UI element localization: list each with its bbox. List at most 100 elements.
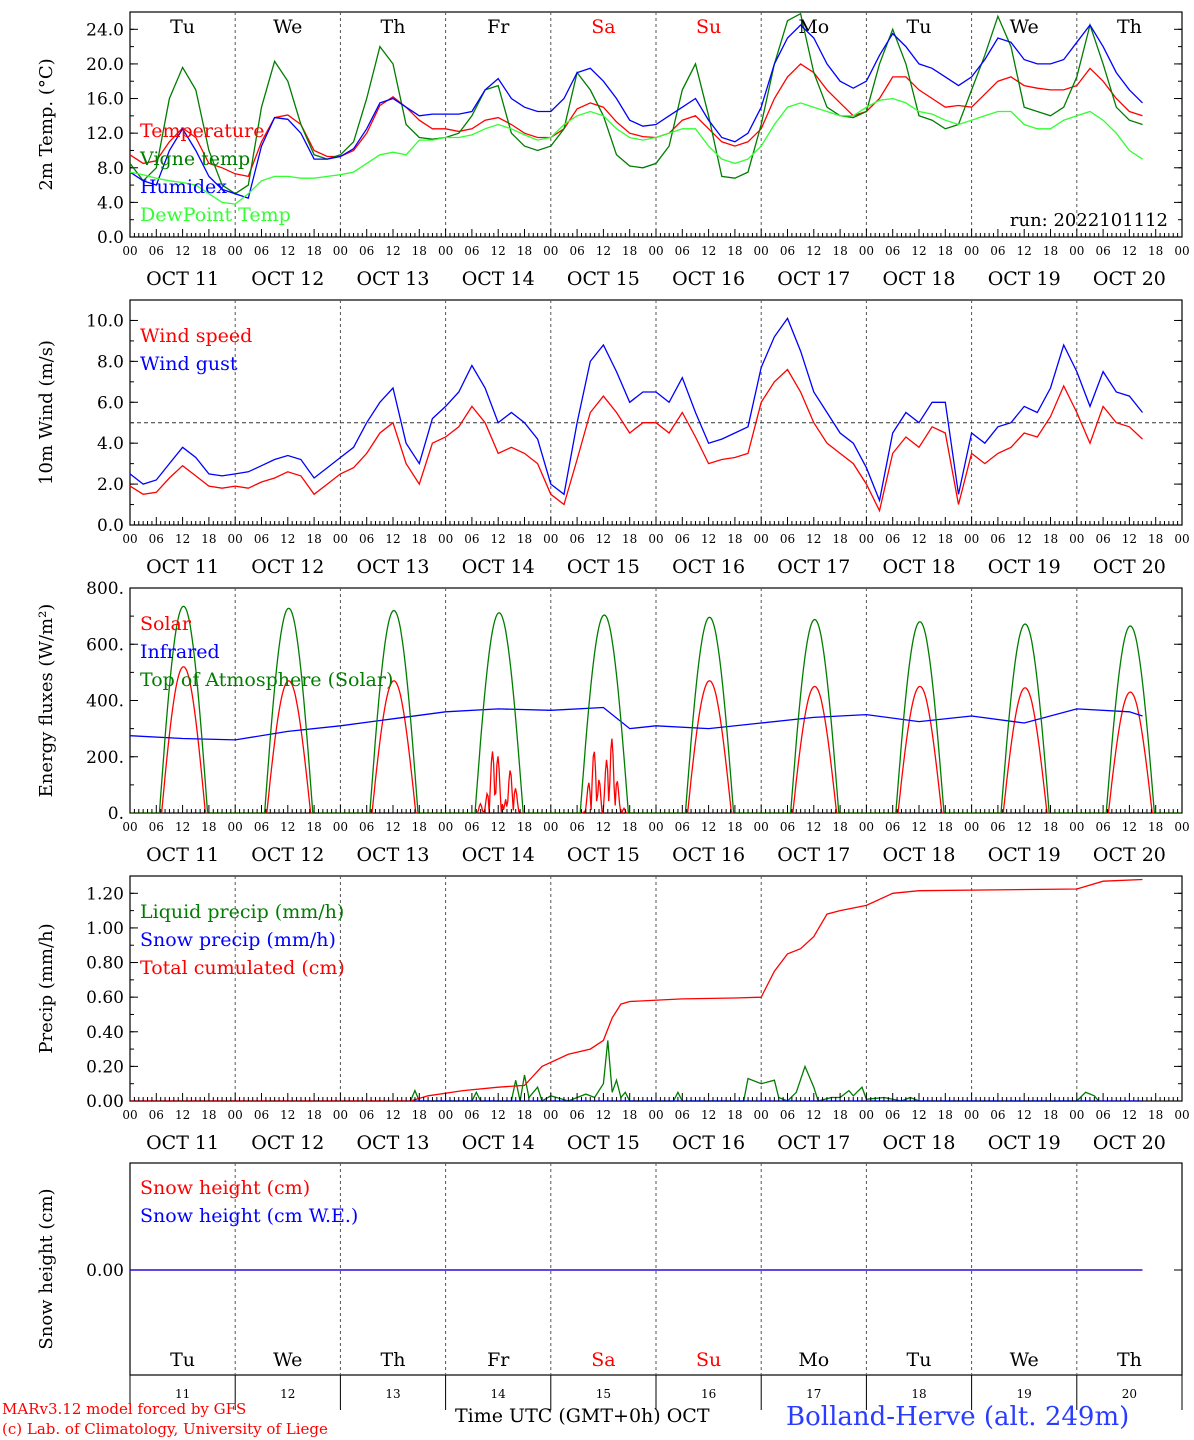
hour-tick-label: 06 (464, 820, 479, 834)
hour-tick-label: 00 (122, 1108, 137, 1122)
day-label: OCT 19 (988, 844, 1061, 866)
hour-tick-label: 00 (859, 1108, 874, 1122)
hour-tick-label: 00 (228, 820, 243, 834)
day-label: OCT 12 (251, 1132, 324, 1154)
weekday-label-bottom: Fr (487, 1349, 510, 1371)
hour-tick-label: 06 (675, 532, 690, 546)
y-tick-label: 600. (86, 635, 124, 655)
day-label: OCT 17 (777, 268, 850, 290)
hour-tick-label: 18 (517, 244, 532, 258)
hour-tick-label: 12 (596, 244, 611, 258)
hour-tick-label: 00 (543, 532, 558, 546)
series-line-1 (130, 1040, 1100, 1102)
hour-tick-label: 00 (859, 820, 874, 834)
hour-tick-label: 06 (675, 820, 690, 834)
day-label: OCT 19 (988, 556, 1061, 578)
legend-entry: Total cumulated (cm) (140, 957, 345, 979)
series-line-3 (129, 23, 1143, 199)
hour-tick-label: 00 (228, 244, 243, 258)
hour-tick-label: 18 (306, 820, 321, 834)
hour-tick-label: 06 (149, 1108, 164, 1122)
hour-tick-label: 12 (911, 1108, 926, 1122)
hour-tick-label: 00 (122, 820, 137, 834)
hour-tick-label: 00 (333, 820, 348, 834)
hour-tick-label: 18 (1148, 532, 1163, 546)
legend-entry: Wind gust (140, 353, 238, 375)
credit-lab: (c) Lab. of Climatology, University of L… (2, 1420, 328, 1438)
y-tick-label: 0.60 (86, 988, 124, 1008)
hour-tick-label: 18 (517, 1108, 532, 1122)
y-axis-label: Precip (mm/h) (36, 923, 57, 1053)
hour-tick-label: 00 (543, 1108, 558, 1122)
hour-tick-label: 06 (464, 1108, 479, 1122)
hour-tick-label: 12 (806, 532, 821, 546)
hour-tick-label: 18 (201, 820, 216, 834)
weekday-label-bottom: We (1010, 1349, 1039, 1371)
hour-tick-label: 00 (1174, 1108, 1189, 1122)
panel-3 (129, 587, 1183, 815)
hour-tick-label: 00 (754, 1108, 769, 1122)
y-tick-label: 0.20 (86, 1057, 124, 1077)
hour-tick-label: 18 (1148, 1108, 1163, 1122)
hour-tick-label: 00 (754, 244, 769, 258)
y-tick-label: 4.0 (97, 193, 124, 213)
hour-tick-label: 12 (1017, 820, 1032, 834)
day-label: OCT 11 (146, 844, 219, 866)
day-label: OCT 13 (356, 1132, 429, 1154)
hour-tick-label: 06 (780, 244, 795, 258)
hour-tick-label: 00 (333, 532, 348, 546)
day-label: OCT 13 (356, 844, 429, 866)
y-tick-label: 10.0 (86, 311, 124, 331)
legend-entry: Liquid precip (mm/h) (140, 901, 344, 923)
hour-tick-label: 12 (491, 1108, 506, 1122)
hour-tick-label: 12 (491, 820, 506, 834)
series-line-4 (129, 97, 1143, 205)
day-label: OCT 14 (462, 268, 535, 290)
hour-tick-label: 12 (911, 820, 926, 834)
hour-tick-label: 18 (1043, 820, 1058, 834)
hour-tick-label: 00 (438, 532, 453, 546)
hour-tick-label: 00 (1069, 244, 1084, 258)
hour-tick-label: 18 (1148, 820, 1163, 834)
day-number: 17 (806, 1387, 821, 1401)
hour-tick-label: 12 (596, 532, 611, 546)
legend-entry: Wind speed (140, 325, 252, 347)
weekday-label: Su (696, 16, 721, 38)
hour-tick-label: 12 (701, 820, 716, 834)
hour-tick-label: 18 (412, 532, 427, 546)
hour-tick-label: 12 (491, 532, 506, 546)
weekday-label-bottom: Su (696, 1349, 721, 1371)
day-number: 18 (911, 1387, 926, 1401)
weekday-label: Th (381, 16, 406, 38)
hour-tick-label: 12 (175, 532, 190, 546)
weekday-label: Tu (907, 16, 932, 38)
day-label: OCT 18 (882, 844, 955, 866)
day-label: OCT 20 (1093, 268, 1166, 290)
hour-tick-label: 12 (1122, 820, 1137, 834)
y-tick-label: 4.0 (97, 434, 124, 454)
weekday-label-bottom: Mo (798, 1349, 829, 1371)
hour-tick-label: 00 (648, 820, 663, 834)
weekday-label: Mo (798, 16, 829, 38)
hour-tick-label: 00 (1174, 244, 1189, 258)
legend-entry: Infrared (140, 641, 220, 663)
hour-tick-label: 00 (964, 244, 979, 258)
hour-tick-label: 06 (1095, 820, 1110, 834)
hour-tick-label: 12 (280, 244, 295, 258)
hour-tick-label: 06 (254, 244, 269, 258)
y-tick-label: 0.0 (97, 228, 124, 248)
hour-tick-label: 00 (648, 1108, 663, 1122)
day-label: OCT 11 (146, 1132, 219, 1154)
y-tick-label: 24.0 (86, 20, 124, 40)
y-tick-label: 8.0 (97, 352, 124, 372)
day-label: OCT 17 (777, 556, 850, 578)
y-tick-label: 0.0 (97, 516, 124, 536)
hour-tick-label: 12 (806, 820, 821, 834)
day-label: OCT 14 (462, 1132, 535, 1154)
run-annotation: run: 2022101112 (1010, 210, 1168, 231)
hour-tick-label: 18 (727, 244, 742, 258)
hour-tick-label: 06 (990, 244, 1005, 258)
hour-tick-label: 12 (911, 532, 926, 546)
hour-tick-label: 06 (149, 244, 164, 258)
hour-tick-label: 12 (280, 532, 295, 546)
